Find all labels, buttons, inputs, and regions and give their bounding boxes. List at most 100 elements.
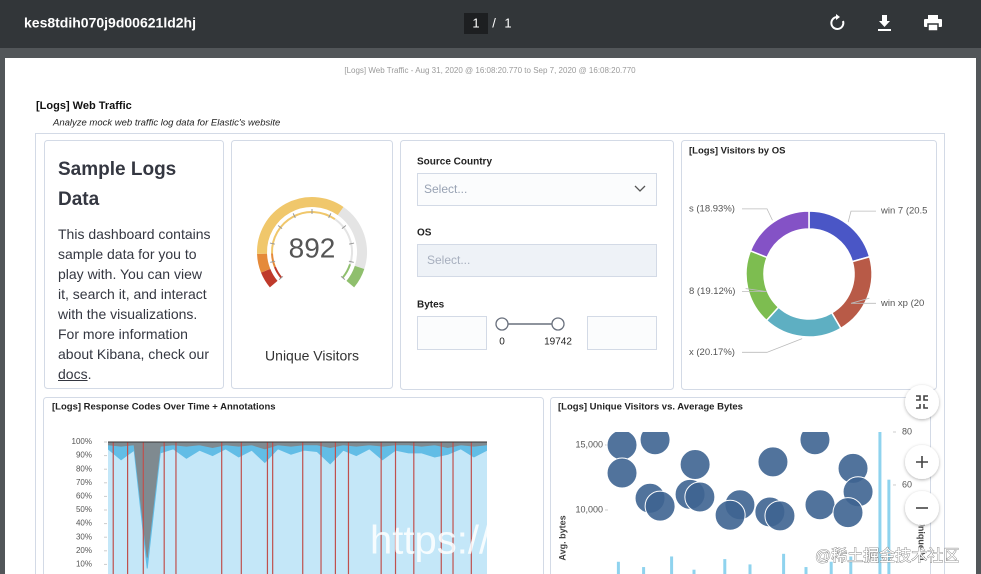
y-tick-label: 30%	[76, 532, 92, 541]
gauge-arc	[346, 265, 365, 288]
bar	[723, 559, 727, 574]
y-tick-label: 40%	[76, 519, 92, 528]
bar	[692, 569, 696, 574]
gauge-tick	[341, 225, 347, 229]
markdown-text: This dashboard contains sample data for …	[58, 226, 211, 362]
bubble	[714, 499, 746, 531]
gauge-tick	[340, 276, 346, 281]
download-button[interactable]	[878, 15, 891, 31]
gauge-inner-arc	[271, 253, 276, 268]
markdown-content: Sample Logs Data This dashboard contains…	[58, 155, 216, 384]
leader-line	[742, 288, 768, 293]
fit-button[interactable]	[905, 385, 939, 419]
leader-line	[850, 297, 876, 304]
control-label: Bytes	[417, 300, 445, 311]
area	[108, 442, 487, 558]
y-tick-label: 10,000	[575, 504, 603, 514]
fit-icon	[916, 395, 928, 409]
range-thumb[interactable]	[495, 317, 509, 331]
gauge-inner-arc	[271, 211, 336, 254]
gauge-tick	[348, 260, 354, 263]
chart-title: [Logs] Response Codes Over Time + Annota…	[52, 402, 276, 413]
plus-icon	[916, 456, 928, 468]
bubble	[799, 432, 831, 456]
chart-title: [Logs] Visitors by OS	[689, 146, 785, 157]
control-label: OS	[417, 228, 432, 239]
bubble	[684, 481, 716, 513]
y-tick-label: 80%	[76, 464, 92, 473]
bubble	[679, 449, 711, 480]
markdown-title: Sample Logs Data	[58, 159, 177, 210]
dashboard-title: [Logs] Web Traffic	[36, 100, 132, 112]
watermark-url: https://	[370, 519, 491, 563]
pie-slice	[749, 210, 810, 259]
select-placeholder: Select...	[427, 253, 470, 267]
y-tick-label: 50%	[76, 505, 92, 514]
bubble	[804, 489, 836, 521]
bar	[849, 556, 853, 574]
page-input[interactable]	[464, 13, 488, 34]
bar	[887, 479, 891, 574]
range-min-input[interactable]	[417, 316, 487, 350]
y-tick-label: 20%	[76, 546, 92, 555]
page-current: 1	[472, 15, 479, 30]
gauge-label: Unique Visitors	[265, 348, 359, 364]
gauge-tick	[278, 276, 284, 281]
bubble	[757, 446, 789, 478]
dashboard-container	[35, 133, 945, 574]
zoom-controls	[905, 385, 939, 525]
gauge-arc	[257, 197, 344, 254]
y-tick-label: 60%	[76, 492, 92, 501]
range-max-input[interactable]	[587, 316, 657, 350]
y-tick-label: 90%	[76, 451, 92, 460]
gauge-value: 892	[289, 232, 336, 263]
select-placeholder: Select...	[424, 182, 467, 196]
y-tick-label: 10%	[76, 560, 92, 569]
markdown-text: .	[87, 366, 92, 382]
pie-panel	[681, 140, 937, 390]
bubble	[832, 497, 864, 529]
bubble	[764, 500, 796, 532]
report-subtitle: [Logs] Web Traffic - Aug 31, 2020 @ 16:0…	[344, 66, 636, 75]
bar	[782, 553, 786, 574]
range-max: 19742	[544, 337, 572, 348]
gauge-tick	[270, 260, 276, 263]
bar	[748, 564, 752, 574]
slice-label: x (20.17%)	[689, 347, 735, 358]
gauge-tick	[349, 242, 355, 245]
bar	[616, 561, 620, 574]
watermark-credit: @稀土掘金技术社区	[815, 547, 959, 565]
print-button[interactable]	[924, 15, 942, 32]
plot	[606, 432, 891, 574]
y-tick-label: 15,000	[575, 439, 603, 449]
chart-title: [Logs] Unique Visitors vs. Average Bytes	[558, 402, 743, 413]
gauge-tick	[277, 225, 283, 229]
slice-label: win 7 (20.5	[880, 206, 927, 217]
chart-layer: win 7 (20.5 win xp (20 x (20.17%) 8 (19.12%…	[72, 197, 927, 574]
gauge-panel	[231, 140, 393, 389]
bubble	[639, 432, 671, 456]
y2-tick-label: 80	[902, 426, 912, 436]
range-thumb[interactable]	[551, 317, 565, 331]
rotate-button[interactable]	[830, 14, 845, 30]
page-total: 1	[504, 15, 511, 30]
gauge-tick	[328, 213, 332, 219]
os-select[interactable]	[417, 244, 657, 277]
markdown-body: This dashboard contains sample data for …	[58, 224, 216, 384]
country-select[interactable]	[417, 173, 657, 206]
bar	[804, 567, 808, 574]
bubble	[644, 490, 676, 522]
bar	[829, 561, 833, 574]
slice-label: win xp (20	[880, 298, 924, 309]
toolbar	[0, 0, 981, 48]
page-separator: /	[492, 15, 496, 30]
gauge-tick	[292, 213, 296, 219]
gauge-inner-arc	[334, 218, 353, 265]
leader-line	[742, 208, 773, 221]
bar	[642, 567, 646, 574]
leader-line	[742, 338, 803, 353]
bar	[878, 432, 882, 574]
docs-link[interactable]: docs	[58, 366, 88, 382]
